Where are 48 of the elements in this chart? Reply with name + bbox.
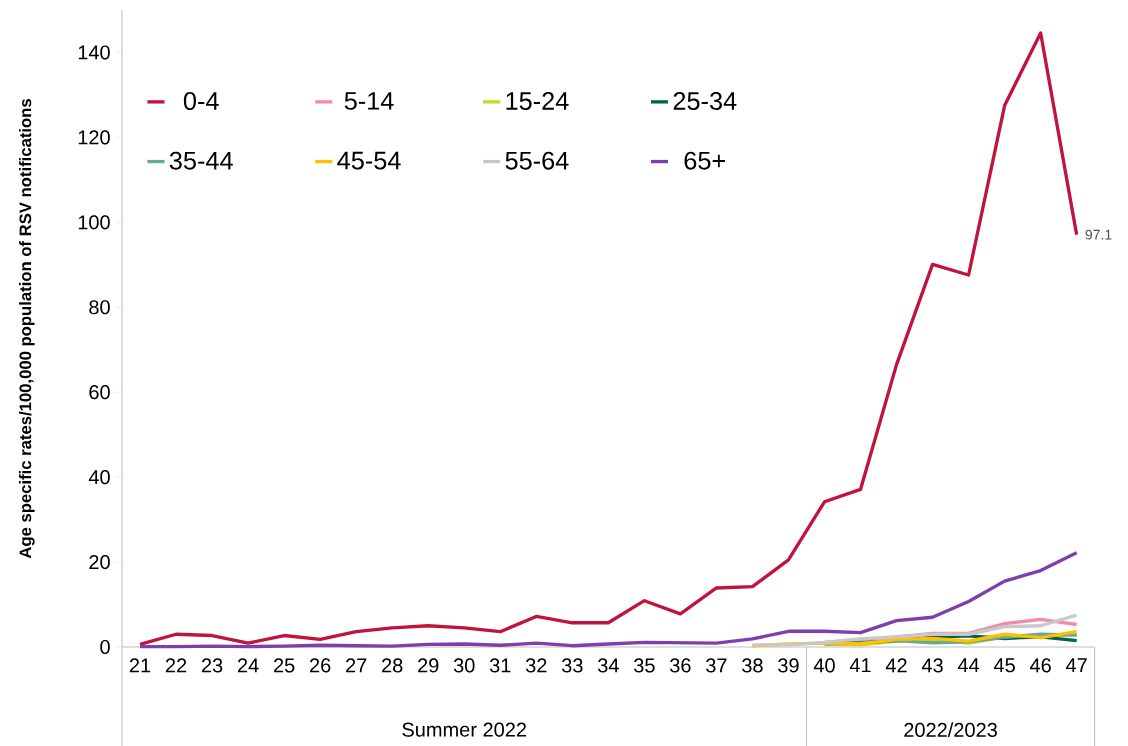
x-tick-label: 28 — [382, 658, 403, 673]
legend-label: 55-64 — [505, 151, 569, 170]
y-axis-title: Age specific rates/100,000 population of RSV notifications — [19, 99, 35, 559]
y-tick-label: 0 — [100, 639, 110, 655]
x-tick-label: 40 — [813, 658, 835, 673]
y-tick-label: 140 — [78, 45, 110, 60]
legend-label: 45-54 — [337, 151, 401, 170]
text: Summer 2022 — [402, 722, 527, 737]
legend-label: 25-34 — [673, 92, 737, 110]
x-tick-label: 46 — [1029, 658, 1051, 673]
x-tick-label: 39 — [778, 658, 799, 673]
line-series — [138, 31, 1079, 647]
x-tick-label: 44 — [957, 658, 980, 673]
x-tick-label: 36 — [670, 658, 691, 673]
x-tick-label: 27 — [346, 658, 367, 673]
x-tick-label: 32 — [525, 658, 547, 673]
x-tick-label: 37 — [706, 658, 727, 673]
legend-label: 65+ — [684, 151, 725, 170]
x-tick-label: 22 — [165, 658, 187, 673]
y-tick-label: 120 — [78, 130, 110, 145]
x-tick-label: 38 — [742, 658, 763, 673]
y-tick-label: 100 — [78, 215, 110, 230]
legend-label: 5-14 — [344, 92, 394, 110]
x-tick-label: 30 — [453, 658, 475, 673]
text: 2022/2023 — [904, 722, 997, 737]
x-tick-label: 26 — [310, 658, 331, 673]
y-tick-label: 20 — [89, 554, 110, 570]
y-tick-label: 60 — [89, 385, 110, 400]
x-tick-label: 35 — [633, 658, 655, 673]
x-tick-label: 23 — [201, 658, 223, 673]
x-tick-label: 41 — [849, 658, 871, 673]
x-tick-label: 21 — [129, 658, 151, 673]
x-tick-label: 24 — [237, 658, 259, 673]
x-tick-label: 34 — [597, 658, 619, 673]
x-tick-label: 31 — [489, 658, 511, 673]
legend-label: 0-4 — [183, 92, 219, 110]
x-tick-label: 43 — [921, 658, 943, 673]
x-tick-label: 47 — [1065, 658, 1087, 673]
x-tick-label: 42 — [885, 658, 907, 673]
legend-label: 15-24 — [506, 92, 569, 110]
legend-label: 35-44 — [169, 151, 233, 170]
y-tick-label: 40 — [88, 470, 110, 485]
x-tick-label: 25 — [274, 658, 295, 673]
data-label: 97.1 — [1085, 229, 1112, 240]
x-tick-label: 29 — [418, 658, 439, 673]
x-tick-label: 33 — [561, 658, 583, 673]
x-tick-label: 45 — [993, 658, 1015, 673]
y-tick-label: 80 — [89, 300, 110, 315]
